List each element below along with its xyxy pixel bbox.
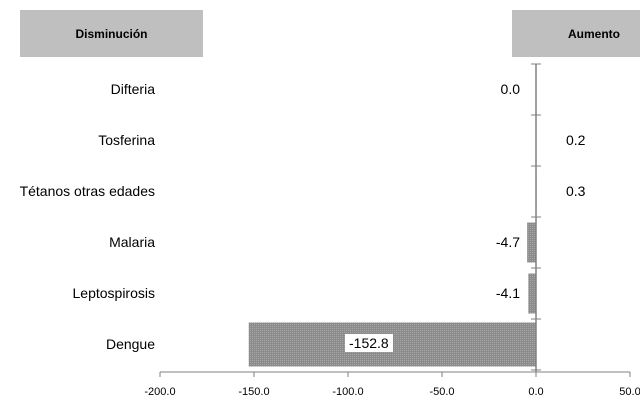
bar-3: [527, 222, 536, 263]
data-label: -4.1: [495, 284, 520, 301]
data-label: 0.2: [566, 131, 586, 148]
category-label: Malaria: [109, 233, 155, 250]
x-tick-label: 0.0: [528, 386, 544, 398]
decrease-header-label: Disminución: [75, 26, 148, 41]
data-label: -4.7: [495, 233, 520, 250]
data-label: -152.8: [345, 333, 393, 352]
category-label: Tosferina: [98, 131, 155, 148]
bar-4: [528, 273, 536, 314]
category-label: Tétanos otras edades: [19, 182, 155, 199]
x-tick-label: -150.0: [238, 386, 270, 398]
category-label: Dengue: [105, 335, 155, 352]
x-tick-label: 50.0: [619, 386, 640, 398]
category-label: Leptospirosis: [72, 284, 156, 301]
x-tick-label: -100.0: [332, 386, 364, 398]
increase-header: Aumento: [512, 10, 640, 57]
increase-header-label: Aumento: [568, 26, 620, 41]
decrease-header: Disminución: [20, 10, 203, 57]
x-tick-label: -50.0: [429, 386, 455, 398]
category-label: Difteria: [110, 80, 155, 97]
data-label: 0.3: [566, 182, 586, 199]
x-tick-label: -200.0: [144, 386, 176, 398]
data-label: 0.0: [500, 80, 520, 97]
